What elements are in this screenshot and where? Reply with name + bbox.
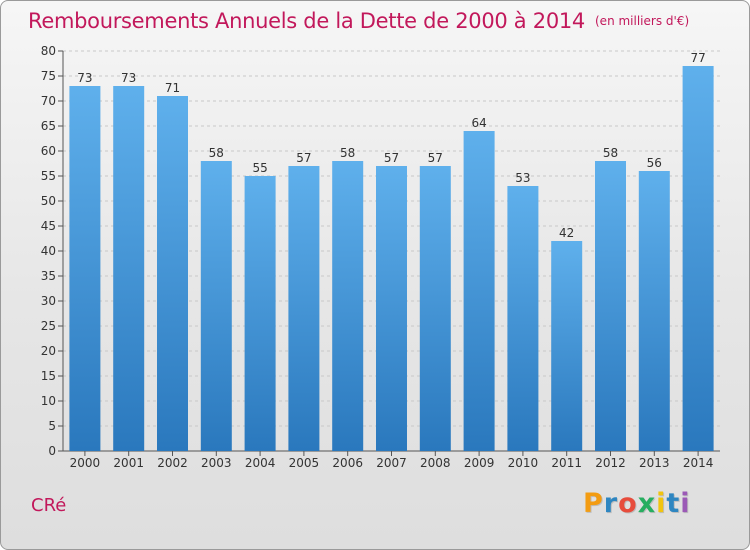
x-tick-label: 2006 bbox=[332, 456, 363, 470]
y-tick-label: 75 bbox=[41, 69, 56, 83]
x-tick-label: 2012 bbox=[595, 456, 626, 470]
bar-2000 bbox=[69, 86, 101, 451]
x-tick-label: 2011 bbox=[551, 456, 582, 470]
bar-2005 bbox=[288, 166, 320, 451]
chart-title-text: Remboursements Annuels de la Dette de 20… bbox=[28, 9, 585, 33]
y-tick-label: 30 bbox=[41, 294, 56, 308]
y-tick-label: 35 bbox=[41, 269, 56, 283]
y-tick-label: 45 bbox=[41, 219, 56, 233]
data-label: 58 bbox=[209, 146, 224, 160]
bar-2008 bbox=[419, 166, 451, 451]
x-tick-label: 2002 bbox=[157, 456, 188, 470]
x-tick-label: 2003 bbox=[201, 456, 232, 470]
y-tick-label: 0 bbox=[48, 444, 56, 458]
x-tick-label: 2014 bbox=[683, 456, 714, 470]
bar-2001 bbox=[113, 86, 145, 451]
bar-2004 bbox=[244, 176, 276, 451]
y-tick-label: 70 bbox=[41, 94, 56, 108]
x-tick-label: 2004 bbox=[245, 456, 276, 470]
data-label: 77 bbox=[690, 51, 705, 65]
chart-subtitle: (en milliers d'€) bbox=[595, 14, 690, 28]
data-label: 64 bbox=[471, 116, 486, 130]
proxiti-logo[interactable]: Proxiti bbox=[583, 488, 691, 519]
logo-letter: r bbox=[603, 488, 619, 519]
y-tick-label: 80 bbox=[41, 44, 56, 58]
x-tick-label: 2013 bbox=[639, 456, 670, 470]
bar-2010 bbox=[507, 186, 539, 451]
bar-2003 bbox=[200, 161, 232, 451]
y-tick-label: 10 bbox=[41, 394, 56, 408]
data-label: 57 bbox=[296, 151, 311, 165]
y-tick-label: 25 bbox=[41, 319, 56, 333]
y-tick-label: 60 bbox=[41, 144, 56, 158]
bar-2009 bbox=[463, 131, 495, 451]
chart-title: Remboursements Annuels de la Dette de 20… bbox=[28, 9, 689, 33]
data-label: 58 bbox=[603, 146, 618, 160]
logo-letter: o bbox=[618, 488, 638, 519]
logo-letter: i bbox=[656, 488, 667, 519]
y-tick-label: 55 bbox=[41, 169, 56, 183]
y-tick-label: 20 bbox=[41, 344, 56, 358]
x-tick-label: 2009 bbox=[464, 456, 495, 470]
data-label: 57 bbox=[428, 151, 443, 165]
bar-2012 bbox=[595, 161, 626, 451]
logo-letter: t bbox=[666, 488, 681, 519]
x-tick-label: 2001 bbox=[113, 456, 144, 470]
bar-2011 bbox=[551, 241, 583, 451]
bar-2006 bbox=[332, 161, 364, 451]
labels: 2000 73 2001 73 2002 71 2003 58 2004 55 2005 57 2006… bbox=[70, 51, 714, 470]
bar-2014 bbox=[682, 66, 714, 451]
x-tick-label: 2007 bbox=[376, 456, 407, 470]
data-label: 73 bbox=[121, 71, 136, 85]
data-label: 55 bbox=[252, 161, 267, 175]
bar-2007 bbox=[376, 166, 407, 451]
data-label: 71 bbox=[165, 81, 180, 95]
data-label: 57 bbox=[384, 151, 399, 165]
logo-letter: i bbox=[680, 488, 691, 519]
bars bbox=[69, 66, 714, 451]
data-label: 73 bbox=[77, 71, 92, 85]
y-tick-label: 50 bbox=[41, 194, 56, 208]
place-name: CRé bbox=[31, 495, 67, 516]
x-tick-label: 2000 bbox=[70, 456, 101, 470]
y-tick-label: 5 bbox=[48, 419, 56, 433]
bar-2002 bbox=[157, 96, 188, 451]
data-label: 53 bbox=[515, 171, 530, 185]
logo-letter: x bbox=[637, 488, 657, 519]
data-label: 42 bbox=[559, 226, 574, 240]
y-tick-label: 65 bbox=[41, 119, 56, 133]
x-tick-label: 2008 bbox=[420, 456, 451, 470]
y-tick-label: 40 bbox=[41, 244, 56, 258]
x-tick-label: 2005 bbox=[289, 456, 320, 470]
y-tick-label: 15 bbox=[41, 369, 56, 383]
bar-2013 bbox=[638, 171, 670, 451]
logo-letter: P bbox=[583, 488, 604, 519]
data-label: 56 bbox=[647, 156, 662, 170]
data-label: 58 bbox=[340, 146, 355, 160]
x-tick-label: 2010 bbox=[508, 456, 539, 470]
